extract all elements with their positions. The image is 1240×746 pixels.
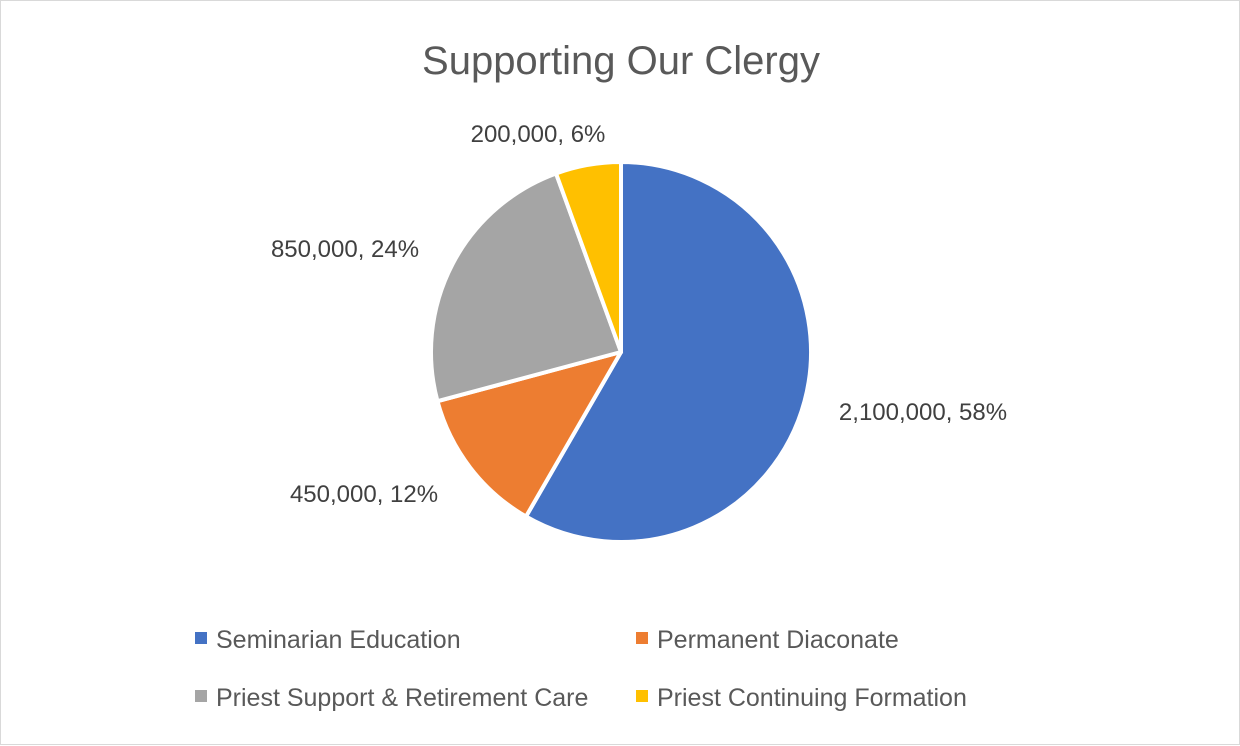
pie-slices bbox=[429, 160, 814, 544]
legend-swatch-4 bbox=[636, 690, 648, 702]
legend-label-3: Priest Support & Retirement Care bbox=[216, 684, 588, 712]
legend-label-1: Seminarian Education bbox=[216, 626, 461, 654]
pie-slice-2 bbox=[435, 350, 623, 519]
legend-label-2: Permanent Diaconate bbox=[657, 626, 899, 654]
data-label-2: 450,000, 12% bbox=[290, 481, 438, 508]
legend-label-4: Priest Continuing Formation bbox=[657, 684, 967, 712]
pie-slice-3 bbox=[429, 171, 623, 404]
chart-title: Supporting Our Clergy bbox=[422, 39, 820, 83]
legend-swatch-1 bbox=[195, 632, 207, 644]
legend-swatch-3 bbox=[195, 690, 207, 702]
legend: Seminarian Education Permanent Diaconate P… bbox=[195, 626, 967, 712]
pie-slice-1 bbox=[524, 160, 814, 544]
data-label-4: 200,000, 6% bbox=[471, 121, 606, 148]
pie-slice-4 bbox=[554, 160, 623, 354]
data-label-1: 2,100,000, 58% bbox=[839, 399, 1007, 426]
legend-swatch-2 bbox=[636, 632, 648, 644]
data-label-3: 850,000, 24% bbox=[271, 236, 419, 263]
data-labels: 2,100,000, 58% 450,000, 12% 850,000, 24% 20… bbox=[271, 121, 1007, 508]
